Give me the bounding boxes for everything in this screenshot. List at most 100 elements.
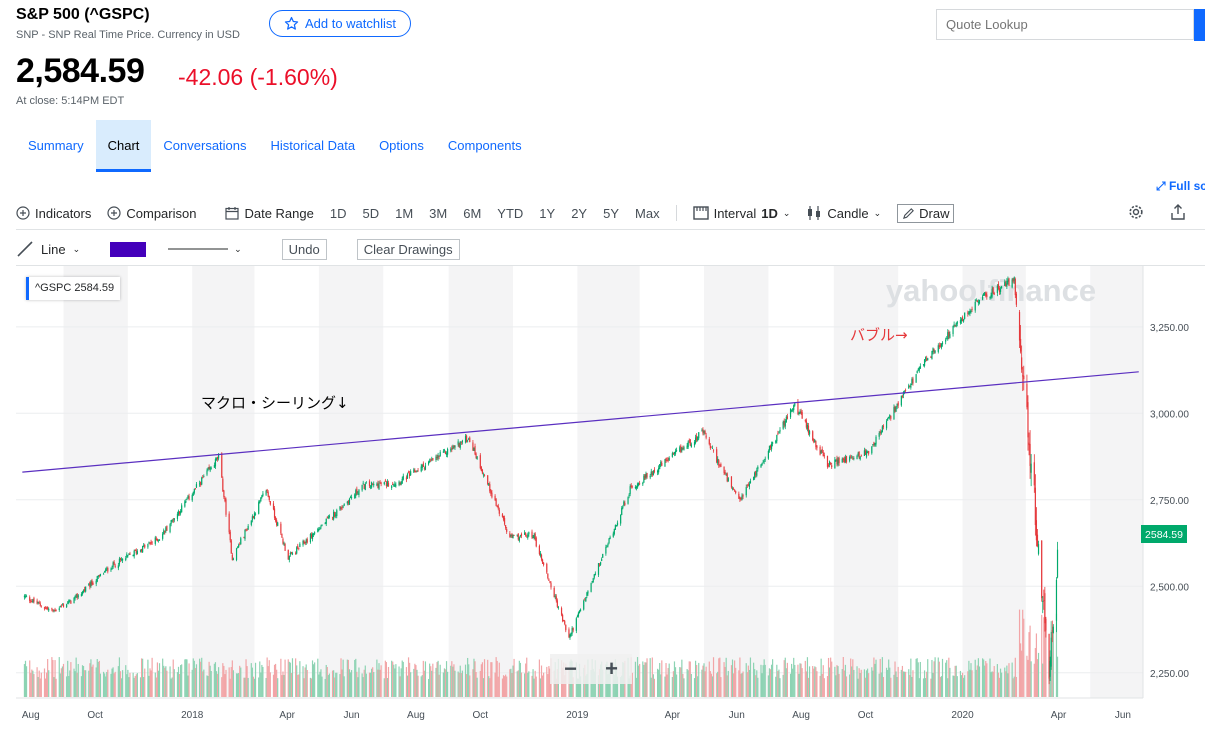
tab-historical-data[interactable]: Historical Data bbox=[270, 138, 356, 153]
range-1d[interactable]: 1D bbox=[329, 205, 347, 221]
volume-bar bbox=[616, 676, 619, 697]
volume-bar bbox=[1023, 618, 1025, 697]
candle-body bbox=[277, 522, 279, 526]
volume-bar bbox=[1012, 678, 1014, 697]
candle-body bbox=[401, 478, 403, 484]
bubble-annotation: バブル→ bbox=[850, 326, 908, 344]
candle-body bbox=[476, 456, 478, 460]
range-5y[interactable]: 5Y bbox=[603, 205, 620, 221]
quote-search-button[interactable] bbox=[1194, 9, 1205, 41]
volume-bar bbox=[445, 661, 448, 697]
line-style-select[interactable]: ⌄ bbox=[168, 244, 242, 255]
volume-bar bbox=[273, 664, 276, 697]
volume-bar bbox=[770, 664, 773, 697]
series-legend[interactable]: ^GSPC 2584.59 bbox=[26, 277, 121, 300]
chart-type-select[interactable]: Candle ⌄ bbox=[806, 205, 881, 221]
clear-drawings-button[interactable]: Clear Drawings bbox=[356, 238, 460, 260]
undo-button[interactable]: Undo bbox=[281, 238, 327, 260]
volume-bar bbox=[135, 674, 137, 697]
candle-body bbox=[964, 312, 966, 319]
line-color-swatch[interactable] bbox=[110, 241, 147, 257]
candle-body bbox=[764, 458, 766, 460]
candle-body bbox=[446, 449, 449, 455]
candle-body bbox=[126, 554, 128, 558]
candle-body bbox=[38, 602, 40, 604]
volume-bar bbox=[365, 673, 367, 697]
tab-summary[interactable]: Summary bbox=[28, 138, 84, 153]
price-chart[interactable]: yahoo!finance マクロ・シーリング↓ バブル→ 3,250.003,… bbox=[0, 266, 1205, 732]
interval-icon bbox=[692, 206, 709, 220]
volume-bar bbox=[180, 665, 182, 697]
tab-components[interactable]: Components bbox=[447, 138, 522, 153]
volume-bar bbox=[978, 666, 981, 697]
range-max[interactable]: Max bbox=[635, 205, 660, 221]
volume-bar bbox=[453, 664, 455, 697]
volume-bar bbox=[437, 660, 439, 697]
range-1m[interactable]: 1M bbox=[395, 205, 414, 221]
range-1y[interactable]: 1Y bbox=[539, 205, 556, 221]
candle-body bbox=[47, 606, 49, 610]
candle-body bbox=[679, 447, 681, 452]
range-ytd[interactable]: YTD bbox=[497, 205, 524, 221]
volume-bar bbox=[240, 667, 242, 697]
candle-body bbox=[165, 527, 167, 532]
range-2y[interactable]: 2Y bbox=[571, 205, 588, 221]
candle-body bbox=[247, 525, 249, 530]
candle-body bbox=[356, 488, 358, 494]
x-tick-label: Apr bbox=[279, 710, 295, 721]
candle-body bbox=[748, 483, 750, 487]
x-tick-label: Aug bbox=[407, 710, 425, 721]
candle-body bbox=[410, 471, 412, 476]
comparison-button[interactable]: Comparison bbox=[107, 206, 196, 221]
candle-body bbox=[605, 546, 607, 554]
volume-bar bbox=[527, 672, 529, 697]
candle-body bbox=[30, 601, 32, 603]
candle-body bbox=[341, 507, 343, 509]
candle-body bbox=[328, 516, 331, 517]
indicators-button[interactable]: Indicators bbox=[16, 206, 91, 221]
quote-lookup-input[interactable] bbox=[936, 9, 1194, 40]
candle-body bbox=[725, 474, 727, 476]
volume-bar bbox=[673, 661, 676, 697]
candle-body bbox=[187, 495, 189, 499]
add-to-watchlist-button[interactable]: Add to watchlist bbox=[269, 10, 411, 37]
volume-bar bbox=[1052, 631, 1054, 697]
trendline-drawing[interactable] bbox=[22, 371, 1139, 473]
date-range-button[interactable]: Date Range bbox=[225, 206, 314, 221]
volume-bar bbox=[863, 669, 866, 697]
zoom-in-button[interactable]: + bbox=[605, 656, 618, 681]
candle-body bbox=[317, 528, 319, 533]
volume-bar bbox=[169, 666, 171, 697]
candle-body bbox=[44, 607, 47, 609]
line-tool-select[interactable]: Line ⌄ bbox=[16, 240, 80, 258]
volume-bar bbox=[1008, 663, 1010, 697]
x-axis: Aug Oct 2018 Apr Jun Aug Oct 2019 Apr Jun Aug Oct 20… bbox=[22, 710, 1131, 721]
candle-body bbox=[46, 607, 48, 609]
volume-bar bbox=[874, 663, 876, 697]
tab-chart[interactable]: Chart bbox=[95, 120, 152, 172]
fullscreen-button[interactable]: ⤢ Full sc bbox=[1156, 179, 1205, 194]
zoom-out-button[interactable]: − bbox=[564, 656, 577, 681]
volume-bar bbox=[239, 665, 241, 697]
draw-button[interactable]: Draw bbox=[897, 203, 955, 223]
interval-label: Interval bbox=[713, 205, 757, 221]
range-6m[interactable]: 6M bbox=[463, 205, 482, 221]
volume-bar bbox=[814, 666, 816, 697]
volume-bar bbox=[70, 662, 72, 697]
interval-select[interactable]: Interval 1D ⌄ bbox=[692, 205, 790, 221]
range-3m[interactable]: 3M bbox=[429, 205, 448, 221]
candle-body bbox=[77, 595, 79, 598]
gear-icon[interactable] bbox=[1128, 204, 1144, 220]
candlestick-icon bbox=[808, 206, 821, 220]
range-5d[interactable]: 5D bbox=[362, 205, 380, 221]
share-icon[interactable] bbox=[1170, 204, 1186, 220]
candle-body bbox=[823, 455, 825, 457]
candle-body bbox=[784, 421, 786, 427]
tab-conversations[interactable]: Conversations bbox=[163, 138, 247, 153]
volume-bar bbox=[134, 676, 136, 697]
tab-options[interactable]: Options bbox=[379, 138, 424, 153]
candle-body bbox=[134, 550, 136, 551]
volume-bar bbox=[140, 658, 143, 697]
candle-body bbox=[1041, 540, 1043, 599]
volume-bar bbox=[399, 676, 401, 697]
